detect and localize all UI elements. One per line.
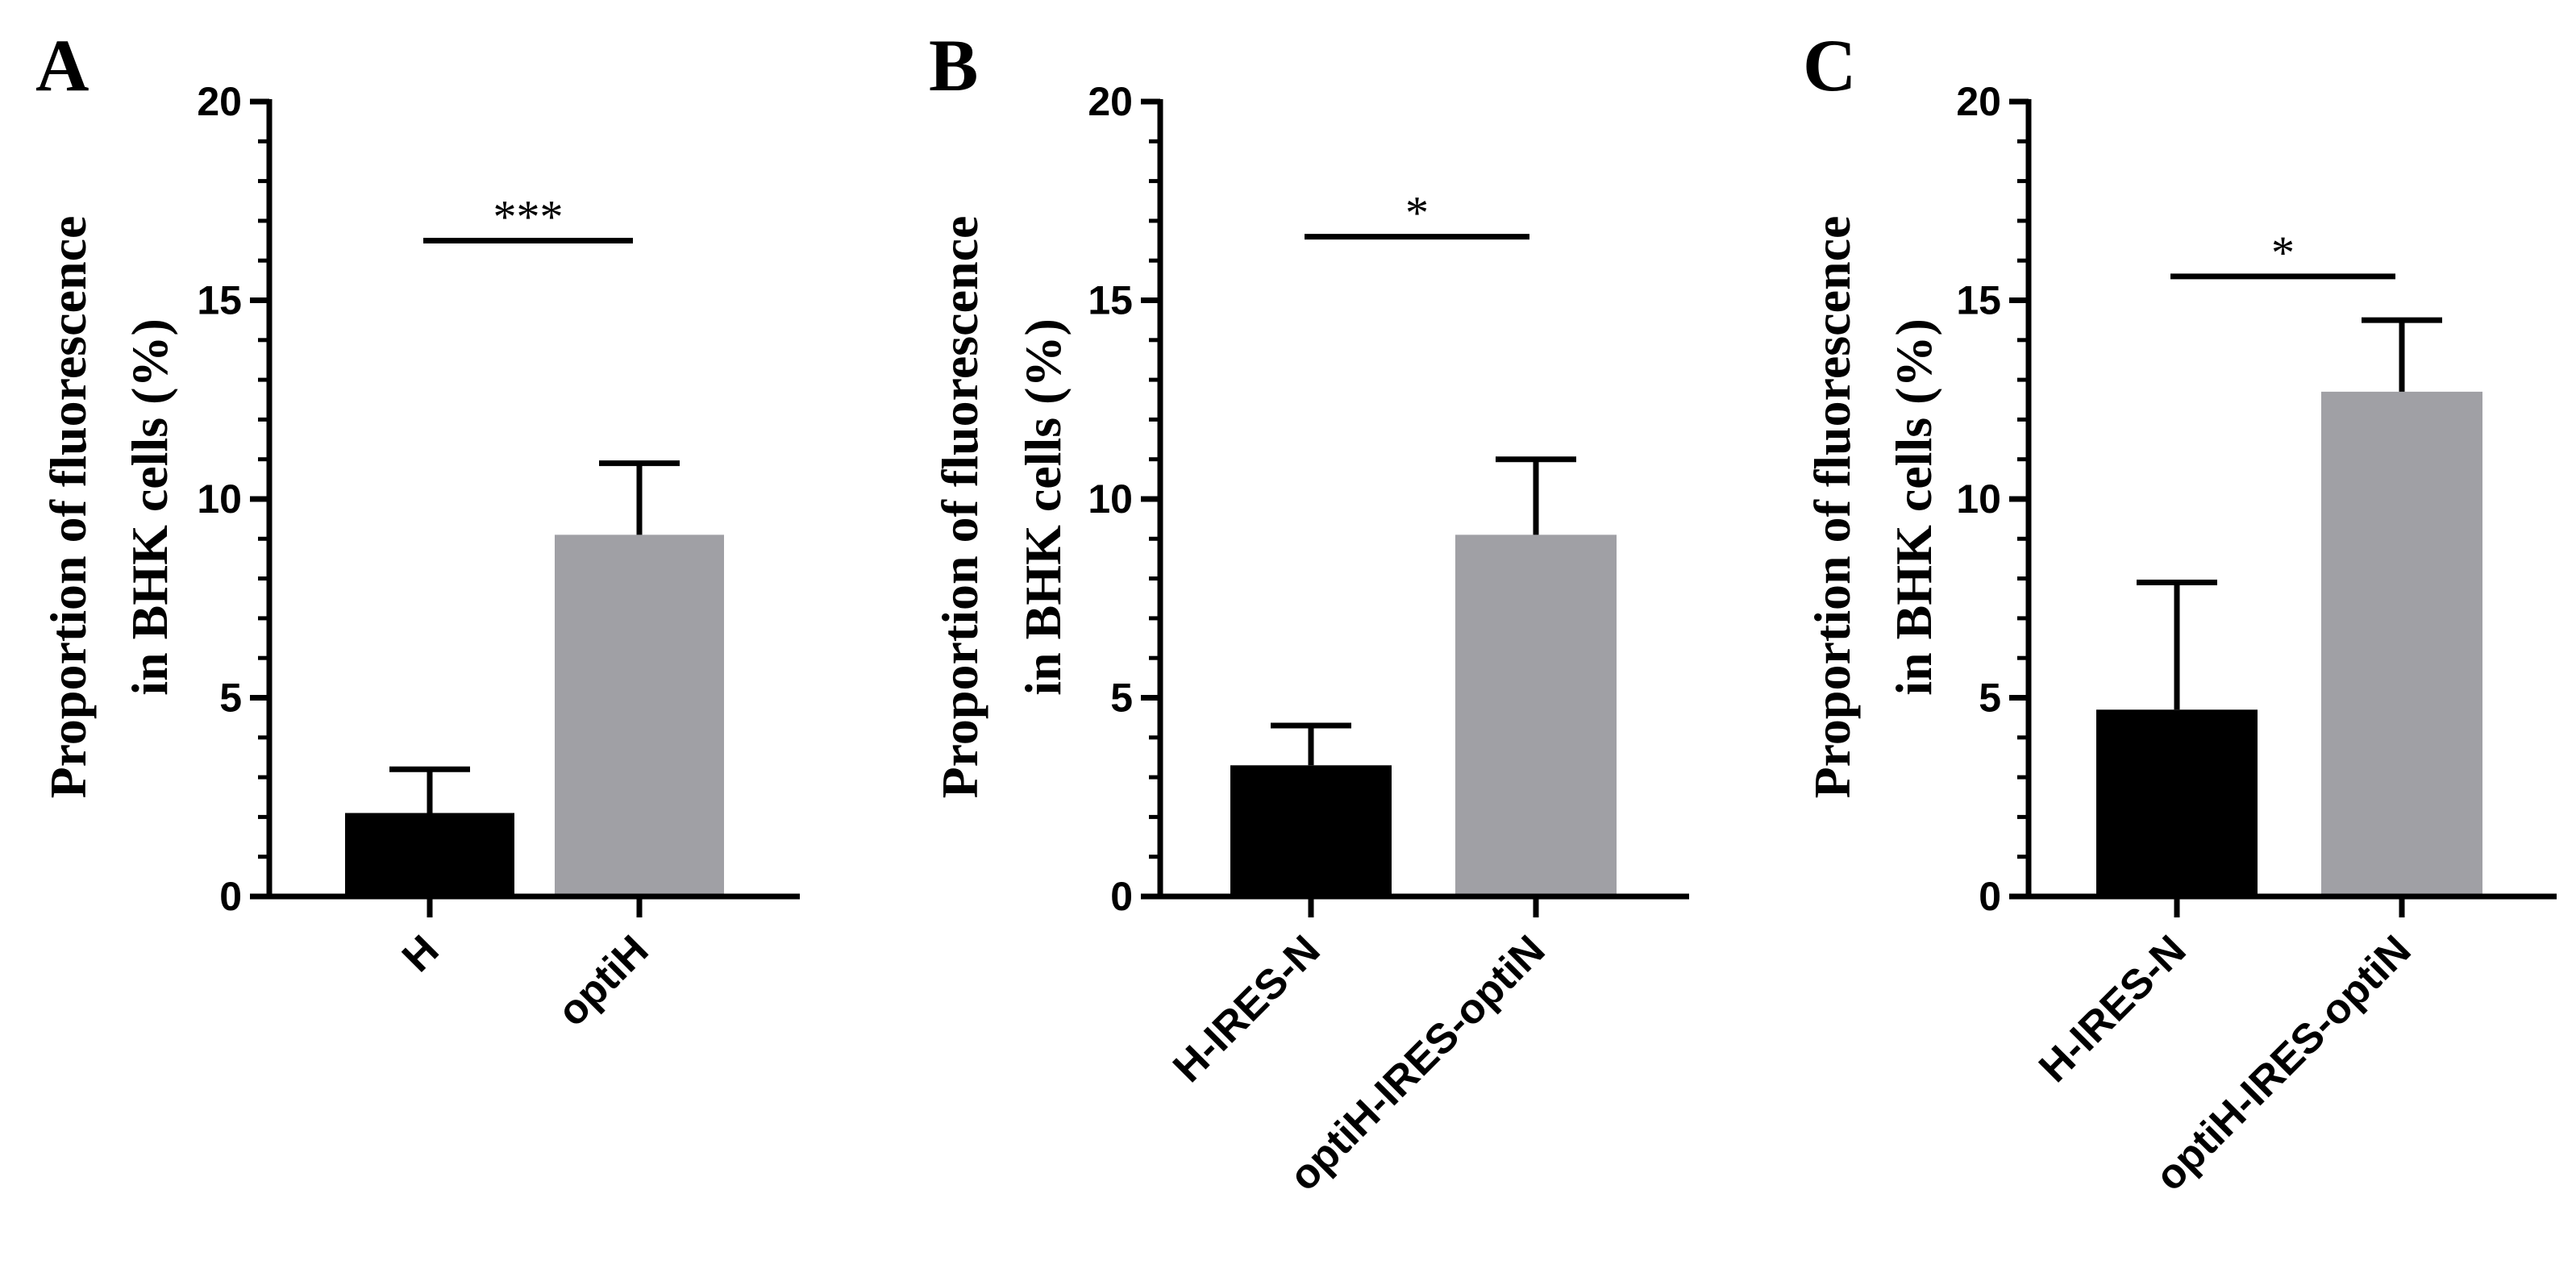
y-tick-label: 20 bbox=[1956, 79, 2001, 124]
y-tick-label: 0 bbox=[1979, 874, 2001, 919]
bar-1 bbox=[345, 813, 514, 896]
bar-1 bbox=[1230, 765, 1392, 896]
y-tick-label: 0 bbox=[219, 874, 242, 919]
significance-label: *** bbox=[493, 191, 564, 243]
y-tick-label: 15 bbox=[197, 278, 242, 323]
panel-letter: C bbox=[1803, 24, 1856, 106]
y-tick-label: 20 bbox=[1088, 79, 1133, 124]
y-tick-label: 5 bbox=[1110, 676, 1133, 721]
y-tick-label: 20 bbox=[197, 79, 242, 124]
y-axis-label-line-2: in BHK cells (%) bbox=[121, 318, 178, 696]
x-tick-label: optiH bbox=[549, 926, 658, 1035]
x-tick-label: H-IRES-N bbox=[2030, 926, 2195, 1091]
y-tick-label: 10 bbox=[1088, 476, 1133, 522]
y-tick-label: 15 bbox=[1088, 278, 1133, 323]
y-axis-label-line-2: in BHK cells (%) bbox=[1014, 318, 1072, 696]
y-tick-label: 0 bbox=[1110, 874, 1133, 919]
y-tick-label: 15 bbox=[1956, 278, 2001, 323]
x-tick-label: H-IRES-N bbox=[1164, 926, 1329, 1091]
significance-label: * bbox=[2271, 227, 2295, 279]
y-tick-label: 10 bbox=[197, 476, 242, 522]
bar-2 bbox=[2321, 391, 2482, 896]
panel-letter: A bbox=[35, 24, 89, 106]
y-axis-label-line-2: in BHK cells (%) bbox=[1885, 318, 1942, 696]
y-axis-label-line-1: Proportion of fluorescence bbox=[931, 216, 988, 799]
x-tick-label: optiH-IRES-optiN bbox=[1280, 926, 1554, 1200]
y-tick-label: 5 bbox=[219, 676, 242, 721]
y-axis-label-line-1: Proportion of fluorescence bbox=[40, 216, 97, 799]
significance-label: * bbox=[1405, 187, 1429, 239]
panel-letter: B bbox=[929, 24, 978, 106]
y-tick-label: 5 bbox=[1979, 676, 2001, 721]
bar-2 bbox=[1455, 534, 1617, 896]
x-tick-label: H bbox=[393, 926, 448, 981]
y-tick-label: 10 bbox=[1956, 476, 2001, 522]
x-tick-label: optiH-IRES-optiN bbox=[2146, 926, 2420, 1200]
bar-1 bbox=[2096, 709, 2258, 896]
chart-panel-a: A 0 5 10 15 20 H optiH Proportion of fluorescenc… bbox=[35, 24, 800, 1035]
y-axis-label-line-1: Proportion of fluorescence bbox=[1804, 216, 1861, 799]
bar-2 bbox=[555, 534, 724, 896]
